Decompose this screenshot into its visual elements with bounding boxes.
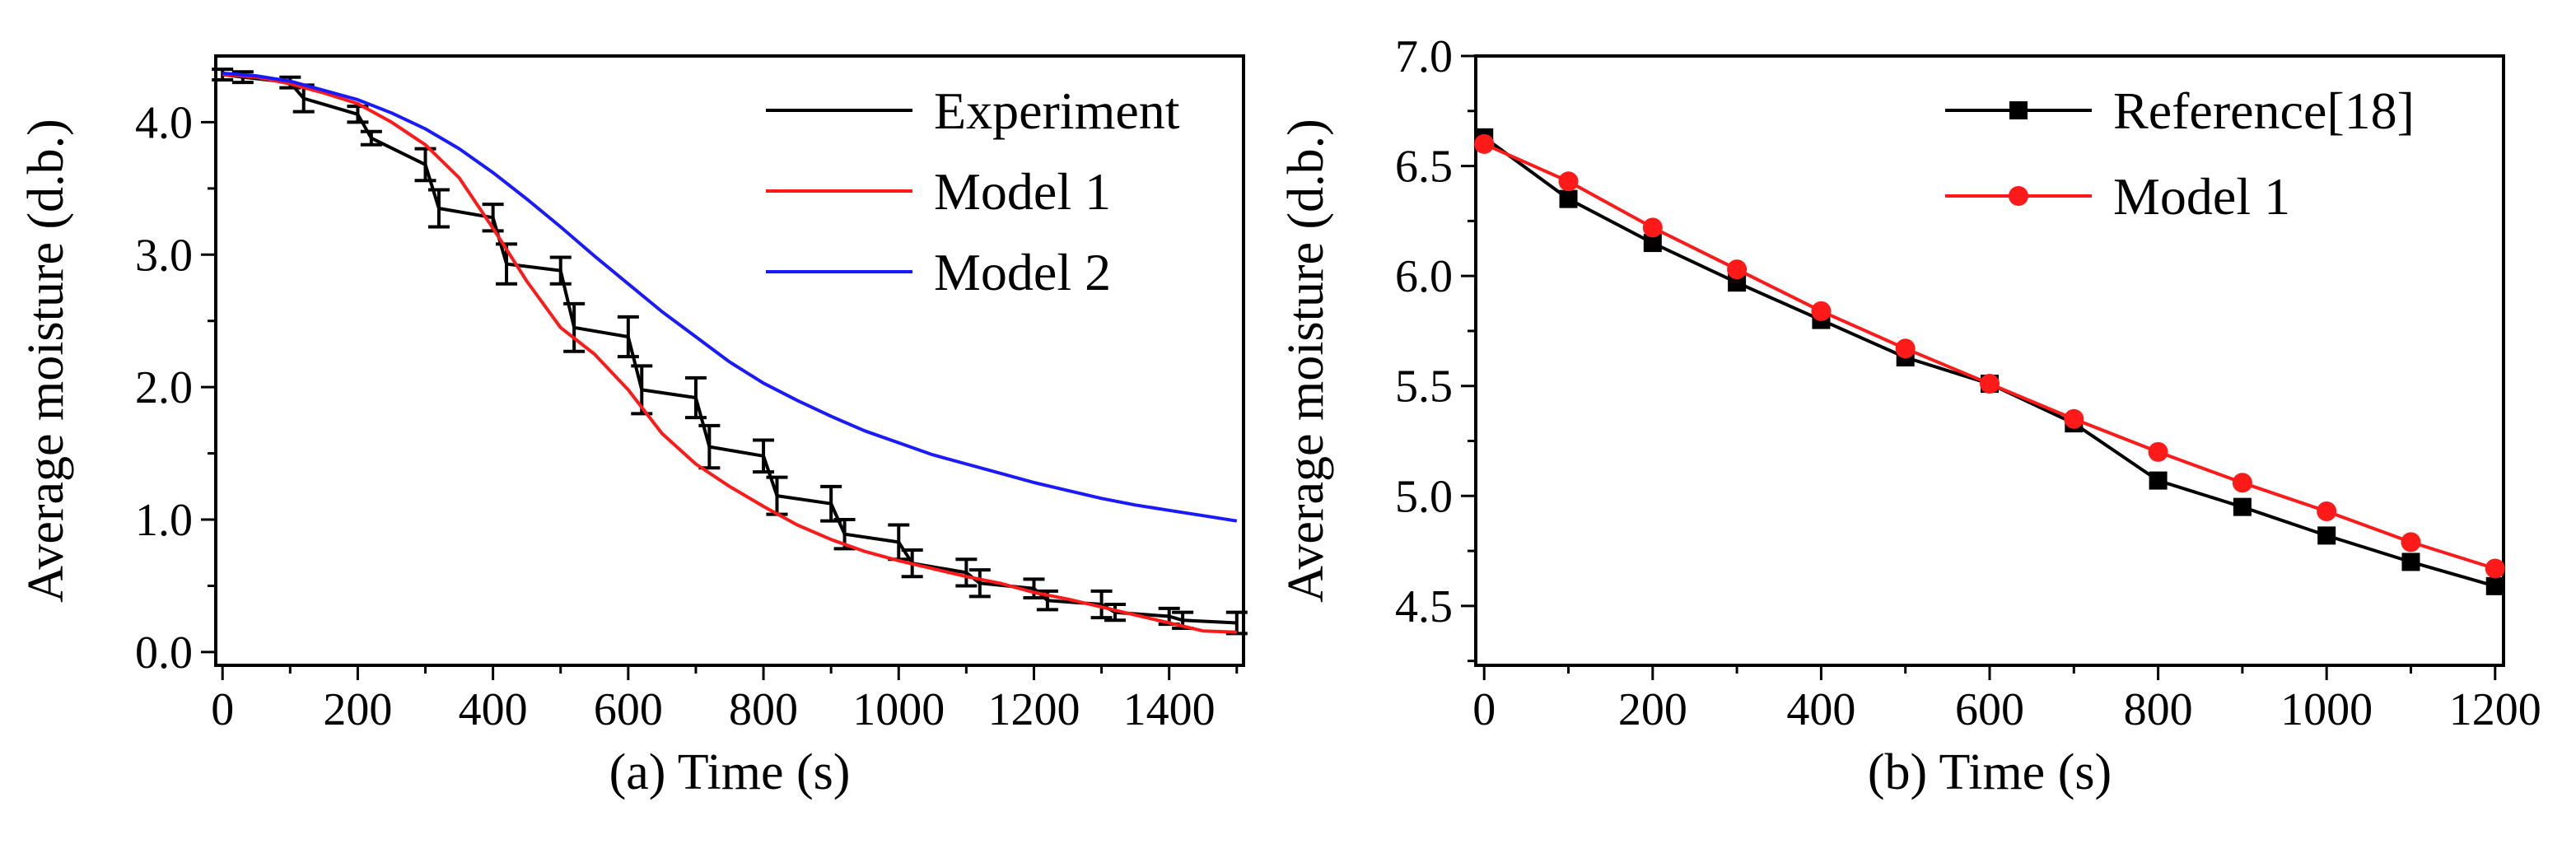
data-point-circle [2317, 501, 2337, 521]
y-tick-label-b: 4.5 [1395, 581, 1453, 632]
x-tick-label-a: 1400 [1123, 684, 1216, 735]
plot-frame-a [214, 54, 1245, 667]
series-line-model-2-a [222, 71, 1238, 523]
data-point-circle [1811, 301, 1832, 321]
y-tick-label-b: 6.0 [1395, 251, 1453, 302]
data-point-square [2149, 471, 2168, 490]
data-point-circle [1474, 133, 1495, 154]
data-point-square [1643, 234, 1662, 253]
y-tick-label-b: 5.0 [1395, 471, 1453, 522]
legend-label-reference-18-b: Reference[18] [2113, 82, 2415, 140]
y-axis-title-a: Average moisture (d.b.) [18, 119, 74, 603]
x-tick-label-b: 600 [1955, 684, 2024, 735]
x-tick-label-b: 0 [1472, 684, 1496, 735]
legend-marker-square [2009, 101, 2028, 119]
y-tick-label-b: 6.5 [1395, 142, 1453, 193]
y-tick-label-a: 2.0 [135, 362, 193, 413]
legend-label-model-2-a: Model 2 [934, 243, 1111, 301]
series-line-experiment-a [222, 72, 1237, 625]
x-tick-label-b: 400 [1786, 684, 1855, 735]
legend-label-model-1-a: Model 1 [934, 162, 1111, 221]
x-tick-label-a: 600 [594, 684, 663, 735]
data-point-square [2401, 553, 2420, 571]
data-point-circle [2232, 473, 2252, 493]
y-tick-label-b: 5.5 [1395, 361, 1453, 413]
panel-b: 0 200 400 600 800 1000 1200 4.5 5.0 5.5 6.0 6.5 7.0 (… [1278, 31, 2541, 800]
x-tick-label-b: 1000 [2280, 684, 2373, 735]
legend-label-experiment-a: Experiment [934, 82, 1180, 140]
x-tick-label-b: 200 [1618, 684, 1687, 735]
y-tick-label-a: 4.0 [135, 97, 193, 148]
data-point-circle [2401, 532, 2421, 553]
data-point-square [2233, 497, 2252, 516]
x-axis-title-a: (a) Time (s) [609, 744, 851, 800]
data-point-circle [2064, 408, 2084, 429]
data-point-square [2317, 526, 2336, 545]
x-tick-label-a: 1200 [987, 684, 1080, 735]
series-line-model-1-b [1483, 142, 2496, 571]
panel-a: 0 200 400 600 800 1000 1200 1400 0.0 1.0 2.0 3.0 4.0… [18, 54, 1248, 800]
data-point-circle [1727, 259, 1748, 280]
data-point-circle [1558, 171, 1579, 192]
data-point-circle [1980, 374, 2000, 394]
x-tick-label-a: 1000 [852, 684, 945, 735]
x-tick-label-b: 800 [2124, 684, 2193, 735]
x-axis-title-b: (b) Time (s) [1868, 744, 2112, 800]
y-tick-label-a: 0.0 [135, 627, 193, 678]
x-tick-label-a: 0 [211, 684, 234, 735]
data-point-circle [1895, 338, 1916, 359]
data-point-square [2485, 576, 2504, 595]
legend-marker-circle [2009, 186, 2028, 206]
x-tick-label-a: 800 [729, 684, 798, 735]
x-tick-label-b: 1200 [2449, 684, 2541, 735]
data-point-circle [1642, 217, 1663, 238]
y-tick-label-a: 1.0 [135, 495, 193, 546]
y-axis-title-b: Average moisture (d.b.) [1278, 119, 1334, 603]
legend-label-model-1-b: Model 1 [2113, 167, 2290, 226]
y-tick-label-a: 3.0 [135, 230, 193, 281]
x-tick-label-a: 200 [323, 684, 392, 735]
plot-frame-b [1474, 54, 2505, 667]
data-point-square [1559, 189, 1578, 208]
data-point-circle [2485, 558, 2505, 579]
y-tick-label-b: 7.0 [1395, 31, 1453, 82]
series-line-model-1-a [222, 72, 1237, 634]
data-point-circle [2148, 441, 2168, 462]
x-tick-label-a: 400 [459, 684, 528, 735]
